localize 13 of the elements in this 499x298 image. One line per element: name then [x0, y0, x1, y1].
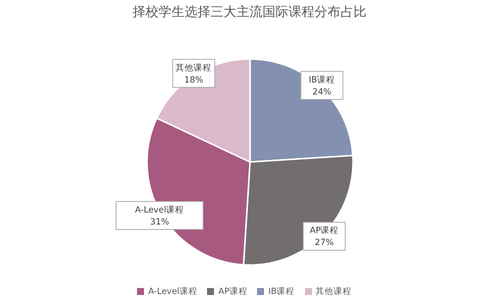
slice-label: AP课程	[310, 225, 339, 236]
data-label: 31%	[150, 217, 170, 228]
slice-label: IB课程	[308, 74, 336, 86]
data-label: 18%	[184, 75, 204, 86]
slice-label: 其他课程	[176, 62, 212, 74]
legend-label: IB课程	[268, 287, 295, 297]
data-label: 27%	[314, 238, 334, 248]
data-label: 24%	[312, 87, 332, 98]
legend-label: 其他课程	[316, 287, 352, 297]
chart-title: 择校学生选择三大主流国际课程分布占比	[132, 4, 368, 22]
legend-label: AP课程	[218, 287, 248, 297]
slice-label: A-Level课程	[135, 204, 184, 216]
legend-label: A-Level课程	[148, 287, 198, 297]
